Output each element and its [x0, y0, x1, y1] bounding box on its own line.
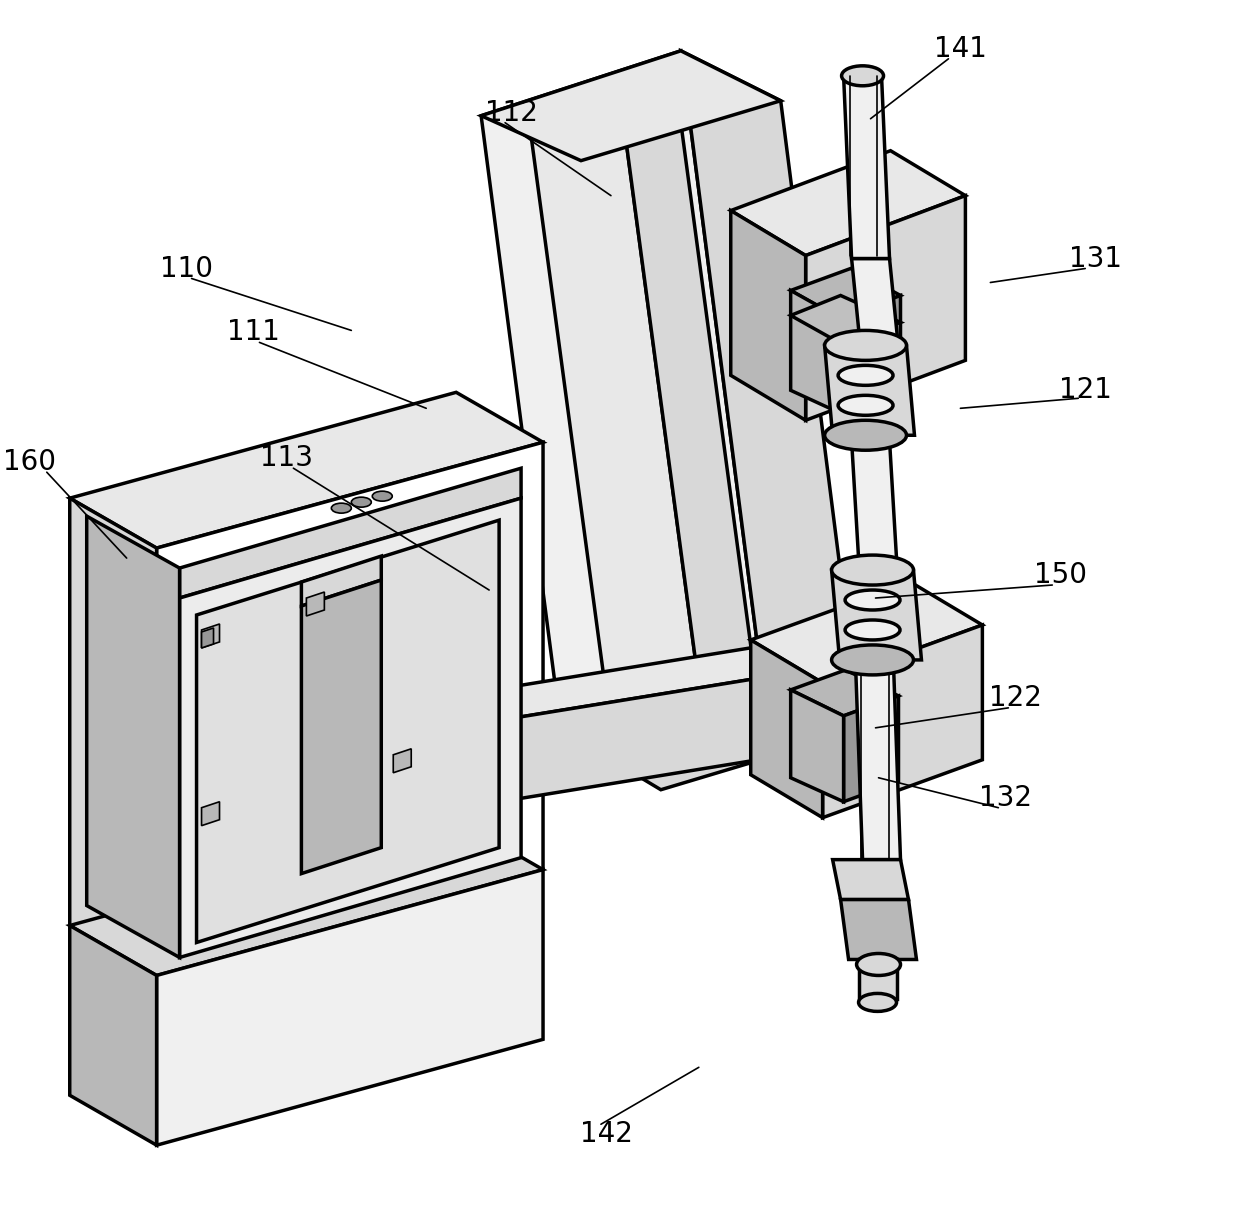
Polygon shape — [791, 670, 899, 716]
Polygon shape — [432, 630, 870, 730]
Polygon shape — [730, 151, 966, 255]
Polygon shape — [202, 628, 213, 648]
Polygon shape — [791, 689, 843, 802]
Polygon shape — [392, 700, 441, 739]
Polygon shape — [791, 268, 900, 318]
Polygon shape — [856, 665, 900, 860]
Polygon shape — [481, 51, 781, 161]
Polygon shape — [180, 498, 521, 958]
Text: 121: 121 — [1059, 376, 1112, 404]
Ellipse shape — [832, 645, 914, 675]
Polygon shape — [843, 695, 899, 802]
Polygon shape — [202, 802, 219, 826]
Polygon shape — [69, 926, 156, 1146]
Text: 113: 113 — [260, 444, 312, 472]
Polygon shape — [841, 899, 916, 959]
Polygon shape — [531, 102, 701, 730]
Polygon shape — [621, 102, 760, 720]
Polygon shape — [202, 623, 219, 648]
Polygon shape — [481, 51, 760, 730]
Polygon shape — [560, 670, 861, 789]
Ellipse shape — [857, 954, 900, 976]
Ellipse shape — [838, 365, 893, 386]
Polygon shape — [825, 345, 914, 436]
Text: 131: 131 — [1069, 244, 1122, 272]
Ellipse shape — [825, 420, 906, 450]
Polygon shape — [681, 51, 861, 730]
Ellipse shape — [825, 331, 906, 360]
Polygon shape — [69, 820, 543, 976]
Polygon shape — [750, 582, 982, 683]
Polygon shape — [69, 498, 156, 976]
Polygon shape — [180, 468, 521, 598]
Text: 160: 160 — [4, 448, 56, 476]
Polygon shape — [156, 870, 543, 1146]
Polygon shape — [822, 625, 982, 817]
Polygon shape — [301, 580, 381, 874]
Polygon shape — [843, 76, 889, 259]
Ellipse shape — [842, 66, 884, 85]
Text: 111: 111 — [227, 318, 280, 346]
Text: 132: 132 — [978, 783, 1032, 811]
Polygon shape — [858, 959, 897, 999]
Text: 141: 141 — [934, 35, 987, 63]
Ellipse shape — [832, 555, 914, 586]
Polygon shape — [69, 393, 543, 548]
Ellipse shape — [846, 620, 900, 640]
Polygon shape — [791, 290, 841, 414]
Polygon shape — [841, 295, 900, 414]
Polygon shape — [832, 860, 909, 899]
Polygon shape — [730, 211, 806, 420]
Text: 150: 150 — [1034, 561, 1086, 589]
Polygon shape — [852, 440, 898, 575]
Polygon shape — [441, 660, 880, 810]
Polygon shape — [832, 570, 921, 660]
Ellipse shape — [838, 395, 893, 415]
Ellipse shape — [846, 590, 900, 610]
Polygon shape — [750, 640, 822, 817]
Text: 112: 112 — [485, 99, 537, 127]
Text: 142: 142 — [579, 1120, 632, 1148]
Polygon shape — [393, 749, 412, 772]
Polygon shape — [87, 516, 180, 958]
Polygon shape — [791, 295, 900, 343]
Text: 110: 110 — [160, 255, 213, 283]
Text: 122: 122 — [988, 684, 1042, 711]
Polygon shape — [306, 592, 325, 616]
Polygon shape — [301, 556, 381, 606]
Polygon shape — [197, 520, 500, 943]
Polygon shape — [806, 195, 966, 420]
Ellipse shape — [331, 503, 351, 514]
Ellipse shape — [351, 498, 371, 508]
Polygon shape — [852, 259, 898, 338]
Ellipse shape — [372, 492, 392, 501]
Ellipse shape — [858, 993, 897, 1011]
Polygon shape — [156, 442, 543, 976]
